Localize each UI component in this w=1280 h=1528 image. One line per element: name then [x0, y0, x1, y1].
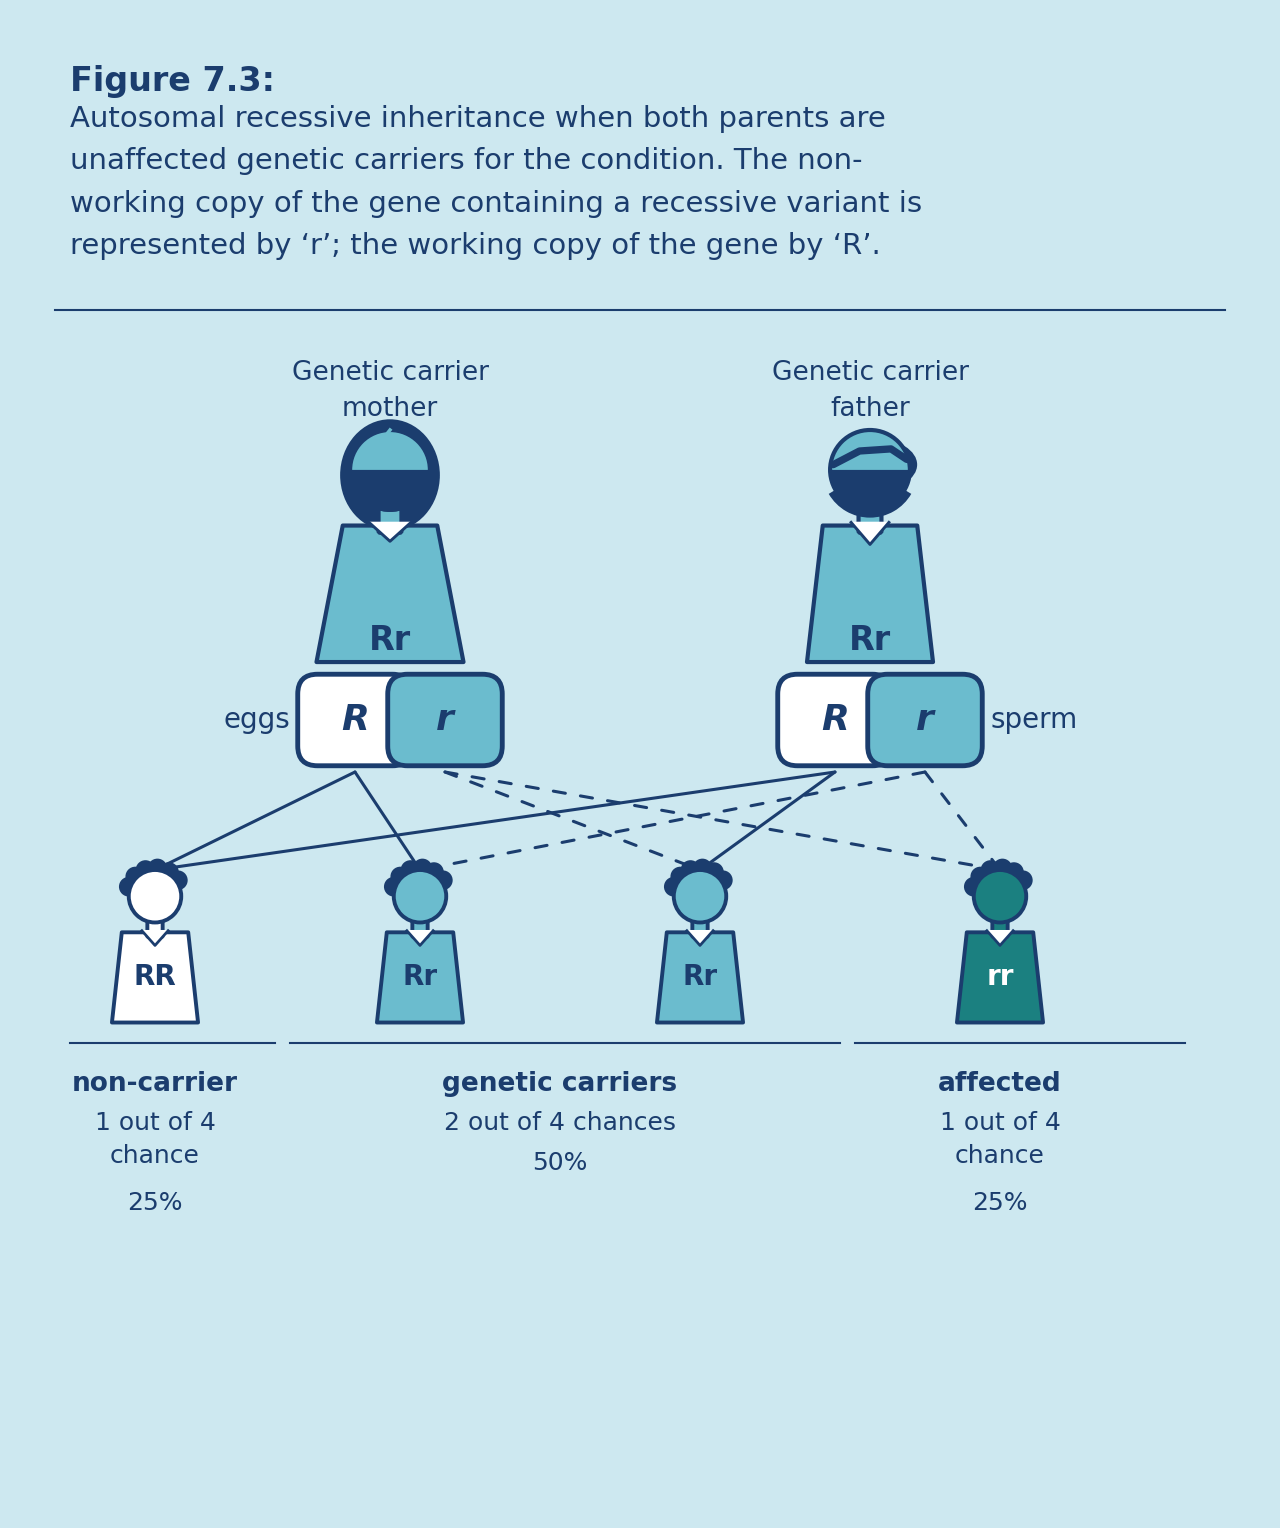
- Text: Rr: Rr: [849, 623, 891, 657]
- Polygon shape: [316, 526, 463, 662]
- Circle shape: [119, 877, 138, 897]
- Text: R: R: [820, 703, 849, 736]
- FancyBboxPatch shape: [859, 506, 882, 533]
- Text: R: R: [340, 703, 369, 736]
- Polygon shape: [657, 932, 744, 1022]
- Circle shape: [394, 869, 447, 923]
- FancyBboxPatch shape: [692, 920, 708, 937]
- Circle shape: [390, 866, 410, 886]
- Circle shape: [412, 859, 433, 879]
- Text: eggs: eggs: [223, 706, 291, 733]
- Circle shape: [168, 871, 188, 891]
- Polygon shape: [407, 931, 433, 946]
- Circle shape: [831, 429, 910, 510]
- Text: r: r: [436, 703, 454, 736]
- Wedge shape: [348, 471, 433, 512]
- Circle shape: [384, 877, 403, 897]
- Circle shape: [692, 859, 712, 879]
- Text: 25%: 25%: [973, 1190, 1028, 1215]
- Text: Rr: Rr: [402, 964, 438, 992]
- Circle shape: [433, 871, 453, 891]
- Circle shape: [1012, 871, 1033, 891]
- Circle shape: [704, 862, 723, 882]
- FancyBboxPatch shape: [298, 674, 412, 766]
- Text: rr: rr: [987, 964, 1014, 992]
- FancyBboxPatch shape: [379, 506, 402, 533]
- Circle shape: [125, 866, 145, 886]
- Text: Autosomal recessive inheritance when both parents are
unaffected genetic carrier: Autosomal recessive inheritance when bot…: [70, 105, 922, 260]
- Circle shape: [147, 859, 168, 879]
- Ellipse shape: [340, 419, 440, 532]
- Text: genetic carriers: genetic carriers: [443, 1071, 677, 1097]
- Circle shape: [970, 866, 991, 886]
- FancyBboxPatch shape: [412, 920, 428, 937]
- Text: sperm: sperm: [989, 706, 1078, 733]
- Circle shape: [681, 860, 700, 880]
- Ellipse shape: [833, 439, 918, 490]
- Circle shape: [401, 860, 420, 880]
- Circle shape: [129, 869, 182, 923]
- Circle shape: [671, 866, 690, 886]
- Polygon shape: [142, 931, 168, 946]
- Polygon shape: [376, 932, 463, 1022]
- Circle shape: [1004, 862, 1024, 882]
- Text: 2 out of 4 chances: 2 out of 4 chances: [444, 1111, 676, 1134]
- Text: non-carrier: non-carrier: [72, 1071, 238, 1097]
- FancyBboxPatch shape: [388, 674, 502, 766]
- Text: 1 out of 4
chance: 1 out of 4 chance: [940, 1111, 1060, 1167]
- Text: Genetic carrier
mother: Genetic carrier mother: [292, 361, 489, 422]
- Circle shape: [136, 860, 155, 880]
- Polygon shape: [851, 523, 888, 544]
- Text: RR: RR: [133, 964, 177, 992]
- Text: affected: affected: [938, 1071, 1062, 1097]
- Text: 50%: 50%: [532, 1151, 588, 1175]
- Circle shape: [351, 429, 430, 510]
- Circle shape: [664, 877, 684, 897]
- FancyBboxPatch shape: [778, 674, 892, 766]
- Polygon shape: [987, 931, 1014, 946]
- Circle shape: [424, 862, 444, 882]
- Polygon shape: [687, 931, 713, 946]
- Wedge shape: [831, 471, 910, 510]
- Circle shape: [964, 877, 983, 897]
- Text: r: r: [916, 703, 934, 736]
- Text: Rr: Rr: [682, 964, 718, 992]
- Text: 25%: 25%: [127, 1190, 183, 1215]
- Text: Rr: Rr: [369, 623, 411, 657]
- Text: Figure 7.3:: Figure 7.3:: [70, 66, 275, 98]
- Polygon shape: [957, 932, 1043, 1022]
- FancyBboxPatch shape: [147, 920, 163, 937]
- Polygon shape: [369, 523, 411, 541]
- Text: 1 out of 4
chance: 1 out of 4 chance: [95, 1111, 215, 1167]
- Text: Genetic carrier
father: Genetic carrier father: [772, 361, 969, 422]
- Polygon shape: [111, 932, 198, 1022]
- Circle shape: [974, 869, 1027, 923]
- Circle shape: [713, 871, 732, 891]
- Circle shape: [992, 859, 1012, 879]
- FancyBboxPatch shape: [868, 674, 982, 766]
- Circle shape: [980, 860, 1000, 880]
- FancyBboxPatch shape: [992, 920, 1007, 937]
- Polygon shape: [806, 526, 933, 662]
- Circle shape: [159, 862, 179, 882]
- Circle shape: [673, 869, 726, 923]
